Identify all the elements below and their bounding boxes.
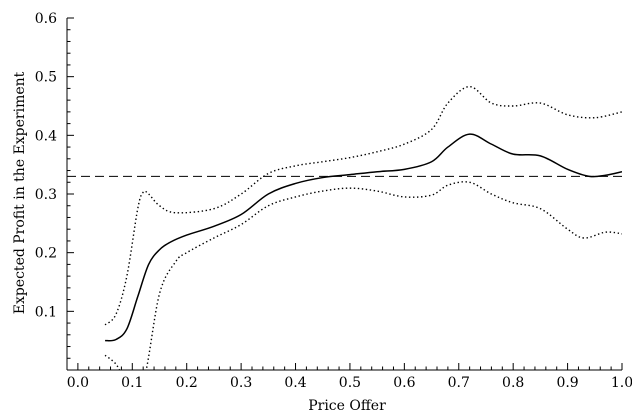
y-tick-label: 0.6 [35, 11, 57, 27]
y-axis-title: Expected Profit in the Experiment [12, 71, 28, 314]
y-tick-label: 0.4 [35, 128, 57, 144]
x-tick-label: 0.7 [448, 375, 470, 391]
upper-band-line [104, 85, 622, 326]
x-tick-label: 0.1 [121, 375, 143, 391]
x-tick-label: 0.8 [502, 375, 524, 391]
lower-band-line [104, 181, 622, 370]
y-tick-label: 0.1 [35, 304, 57, 320]
y-tick-label: 0.5 [35, 70, 57, 86]
x-tick-label: 0.3 [230, 375, 252, 391]
estimate-line [105, 133, 622, 342]
x-axis-title: Price Offer [308, 398, 386, 414]
x-tick-label: 0.4 [284, 375, 306, 391]
x-tick-label: 0.9 [556, 375, 578, 391]
axes: 0.0 0.1 0.2 0.3 0.4 0.5 0.6 0.7 0.8 0.9 1.0 0.1 0.2 0… [35, 11, 632, 391]
y-tick-label: 0.3 [35, 187, 57, 203]
x-tick-label: 0.5 [339, 375, 361, 391]
x-tick-label: 1.0 [611, 375, 632, 391]
series-layer [67, 85, 622, 370]
x-tick-label: 0.0 [67, 375, 89, 391]
x-tick-label: 0.6 [393, 375, 415, 391]
y-tick-label: 0.2 [35, 246, 57, 262]
x-tick-label: 0.2 [176, 375, 198, 391]
